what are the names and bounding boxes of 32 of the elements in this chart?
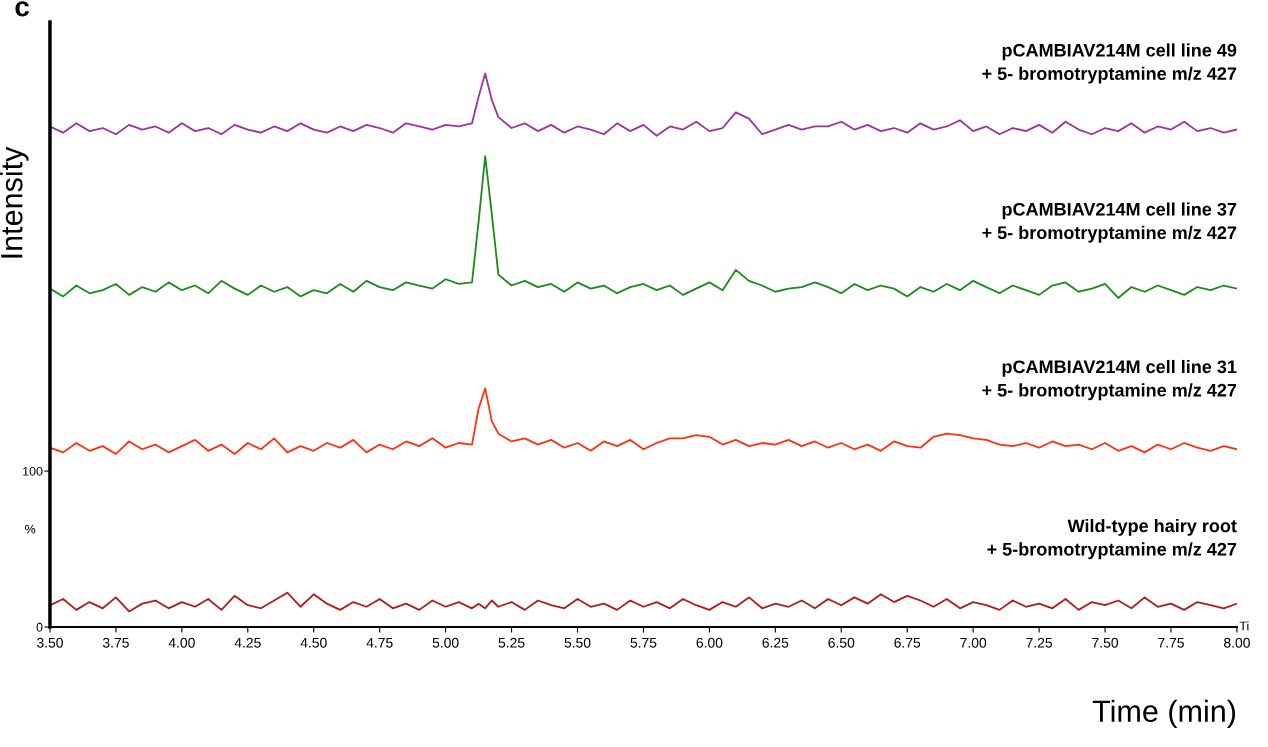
x-tick-label: 3.50 [36, 637, 63, 648]
x-tick-label: 8.00 [1224, 637, 1250, 648]
x-tick-label: 7.00 [960, 637, 987, 648]
text: Ti [1239, 621, 1249, 631]
x-tick-label: 5.25 [498, 637, 525, 648]
x-tick-label: 4.75 [366, 637, 393, 648]
text: pCAMBIAV214M cell line 37 + 5- bromotryptamine m/z 427 [982, 202, 1237, 243]
x-tick-label: 7.75 [1158, 637, 1184, 648]
x-tick-label: 7.25 [1026, 637, 1053, 648]
x-tick-label: 6.00 [696, 637, 723, 648]
x-tick-label: 5.50 [564, 637, 591, 648]
x-tick-label: 5.75 [630, 637, 657, 648]
chart-title: c [15, 1, 29, 17]
x-tick-label: 4.00 [168, 637, 195, 648]
y-tick-label: 100 [23, 466, 43, 476]
line-series [49, 591, 1237, 613]
x-tick-label: 6.75 [894, 637, 921, 648]
line-series [49, 155, 1237, 299]
x-tick-label: 6.25 [762, 637, 789, 648]
y-tick-label: 0 [36, 622, 43, 632]
text: pCAMBIAV214M cell line 49 + 5- bromotryptamine m/z 427 [982, 43, 1237, 84]
x-tick-label: 3.75 [102, 637, 129, 648]
x-tick-label: 5.00 [432, 637, 459, 648]
x-tick-label: 7.50 [1092, 637, 1119, 648]
x-tick-label: 4.50 [300, 637, 327, 648]
x-tick-label: 4.25 [234, 637, 261, 648]
x-axis-title: Time (min) [1092, 699, 1236, 729]
text: Wild-type hairy root + 5-bromotryptamine m/z 427 [987, 518, 1237, 560]
x-tick-label: 6.50 [828, 637, 855, 648]
y-axis-title: Intensity [0, 146, 29, 258]
text: % [25, 524, 36, 534]
text: pCAMBIAV214M cell line 31 + 5- bromotryptamine m/z 427 [982, 359, 1237, 401]
